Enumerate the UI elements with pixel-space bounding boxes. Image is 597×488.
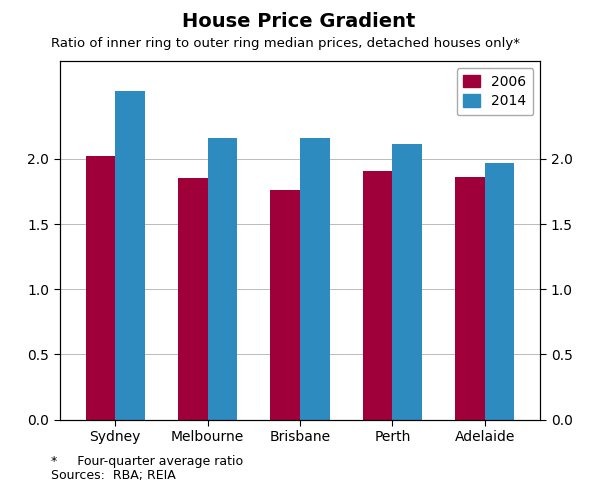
Legend: 2006, 2014: 2006, 2014: [457, 68, 533, 115]
Bar: [392, 144, 422, 420]
Bar: [85, 156, 115, 420]
Bar: [485, 163, 515, 420]
Bar: [178, 179, 208, 420]
Bar: [363, 171, 392, 420]
Text: Sources:  RBA; REIA: Sources: RBA; REIA: [51, 469, 176, 483]
Text: House Price Gradient: House Price Gradient: [182, 12, 415, 31]
Bar: [115, 91, 144, 420]
Text: Ratio of inner ring to outer ring median prices, detached houses only*: Ratio of inner ring to outer ring median…: [51, 37, 520, 50]
Text: *     Four-quarter average ratio: * Four-quarter average ratio: [51, 455, 243, 468]
Bar: [300, 138, 330, 420]
Bar: [270, 190, 300, 420]
Bar: [208, 138, 237, 420]
Bar: [456, 177, 485, 420]
